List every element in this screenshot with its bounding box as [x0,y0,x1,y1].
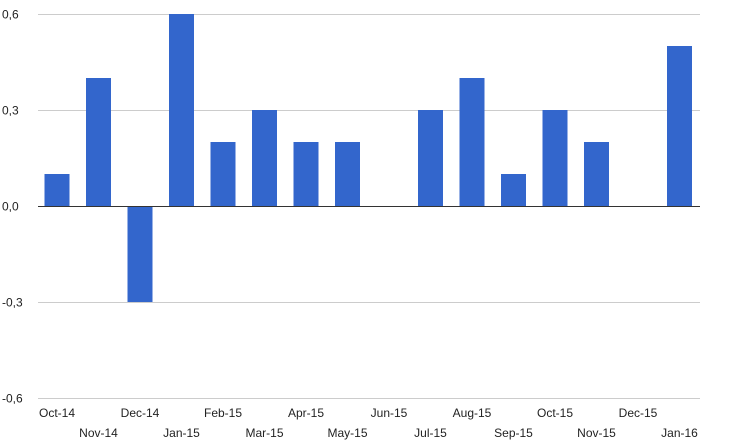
x-tick-label: Jul-15 [414,426,447,440]
y-tick-label: -0,3 [2,296,23,310]
x-tick-label: Jan-15 [163,426,200,440]
y-tick-label: 0,3 [2,104,19,118]
gridlines [38,14,700,399]
x-tick-label: Feb-15 [204,406,242,420]
x-tick-label: Nov-15 [577,426,616,440]
bar-feb-15 [210,142,236,206]
y-tick-label: 0,0 [2,200,19,214]
bar-oct-14 [44,174,70,206]
bar-sep-15 [501,174,526,206]
bar-nov-15 [584,142,609,206]
x-tick-label: May-15 [327,426,367,440]
y-axis-labels: 0,6 0,3 0,0 -0,3 -0,6 [2,8,23,406]
bar-apr-15 [293,142,319,206]
x-tick-label: Oct-14 [39,406,75,420]
bar-mar-15 [252,110,277,206]
x-tick-label: Jun-15 [371,406,408,420]
x-tick-label: Nov-14 [79,426,118,440]
bar-may-15 [335,142,360,206]
bar-oct-15 [542,110,568,206]
x-tick-label: Jan-16 [661,426,698,440]
bars [44,14,692,302]
bar-nov-14 [86,78,111,206]
bar-aug-15 [459,78,485,206]
x-tick-label: Oct-15 [537,406,573,420]
y-tick-label: 0,6 [2,8,19,22]
x-tick-label: Dec-14 [121,406,160,420]
x-tick-label: Aug-15 [453,406,492,420]
bar-jul-15 [418,110,443,206]
x-tick-label: Sep-15 [494,426,533,440]
x-tick-label: Dec-15 [619,406,658,420]
bar-jan-15 [169,14,194,206]
x-tick-label: Apr-15 [288,406,324,420]
bar-jan-16 [667,46,692,206]
bar-dec-14 [127,206,153,302]
x-tick-label: Mar-15 [245,426,283,440]
y-tick-label: -0,6 [2,392,23,406]
